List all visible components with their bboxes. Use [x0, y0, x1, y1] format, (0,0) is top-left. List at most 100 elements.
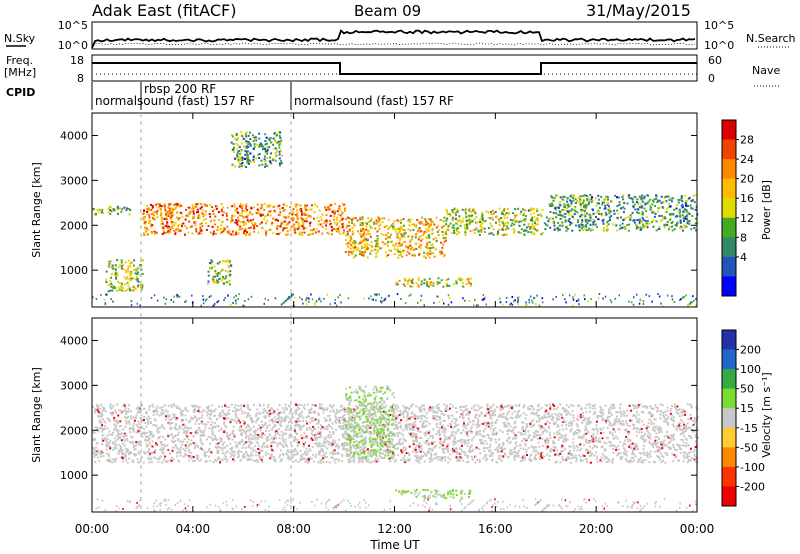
data-cell: [357, 247, 360, 250]
data-cell: [633, 459, 635, 462]
data-cell: [173, 404, 176, 407]
data-cell: [579, 198, 582, 201]
data-cell: [596, 429, 599, 432]
data-cell: [381, 241, 384, 244]
data-cell: [321, 455, 324, 458]
data-cell: [148, 222, 150, 224]
data-cell: [105, 270, 108, 273]
freq-tick-top: 18: [70, 54, 84, 67]
data-cell: [452, 224, 455, 227]
data-cell: [344, 251, 347, 254]
data-cell: [582, 453, 585, 456]
data-cell: [153, 230, 156, 233]
data-cell: [512, 426, 515, 429]
data-cell: [117, 414, 120, 417]
data-cell: [164, 209, 167, 212]
data-cell: [275, 225, 278, 228]
data-cell: [216, 301, 218, 304]
data-cell: [475, 227, 478, 230]
data-cell: [386, 237, 389, 240]
data-cell: [271, 412, 274, 415]
data-cell: [336, 451, 339, 454]
data-cell: [272, 137, 275, 140]
data-cell: [232, 425, 235, 428]
data-cell: [569, 223, 572, 226]
data-cell: [143, 233, 146, 236]
data-cell: [688, 197, 691, 200]
data-cell: [553, 436, 556, 439]
data-cell: [473, 231, 476, 234]
data-cell: [383, 435, 386, 438]
data-cell: [382, 436, 384, 439]
data-cell: [257, 231, 260, 234]
data-cell: [247, 444, 250, 447]
data-cell: [654, 404, 657, 407]
data-cell: [439, 409, 442, 412]
data-cell: [567, 411, 570, 414]
data-cell: [170, 433, 173, 436]
data-cell: [156, 299, 159, 302]
data-cell: [233, 296, 235, 299]
data-cell: [659, 410, 662, 413]
data-cell: [205, 228, 208, 231]
data-cell: [378, 228, 381, 231]
data-cell: [544, 428, 547, 431]
data-cell: [218, 405, 220, 408]
data-cell: [501, 220, 503, 223]
data-cell: [685, 225, 688, 228]
data-cell: [666, 418, 669, 420]
data-cell: [419, 410, 422, 413]
data-cell: [505, 296, 508, 299]
data-cell: [433, 445, 436, 448]
data-cell: [110, 298, 112, 301]
data-cell: [280, 223, 282, 226]
data-cell: [669, 205, 672, 208]
data-cell: [426, 235, 428, 238]
data-cell: [465, 216, 468, 219]
data-cell: [468, 300, 470, 302]
data-cell: [548, 434, 551, 437]
data-cell: [405, 419, 408, 422]
data-cell: [262, 404, 265, 407]
data-cell: [200, 229, 203, 232]
data-cell: [241, 162, 244, 165]
data-cell: [541, 297, 544, 300]
data-cell: [366, 256, 369, 259]
data-cell: [505, 228, 507, 231]
data-cell: [218, 278, 221, 280]
data-cell: [330, 444, 333, 447]
data-cell: [503, 208, 506, 211]
data-cell: [354, 217, 357, 220]
data-cell: [182, 431, 185, 434]
data-cell: [181, 225, 183, 228]
data-cell: [468, 282, 471, 285]
data-cell: [209, 215, 212, 218]
data-cell: [308, 444, 310, 447]
data-cell: [480, 228, 483, 231]
data-cell: [237, 150, 240, 152]
data-cell: [457, 278, 460, 281]
data-cell: [203, 434, 206, 437]
data-cell: [385, 404, 388, 407]
data-cell: [600, 456, 603, 459]
data-cell: [523, 404, 526, 407]
data-cell: [582, 200, 585, 203]
data-cell: [129, 289, 131, 292]
data-cell: [108, 262, 111, 265]
data-cell: [503, 425, 506, 428]
data-cell: [103, 428, 106, 431]
data-cell: [419, 247, 422, 250]
data-cell: [249, 427, 252, 430]
data-cell: [661, 201, 664, 204]
data-cell: [209, 203, 212, 206]
cpid-panel: CPID normalsound (fast) 157 RF rbsp 200 …: [6, 82, 454, 110]
data-cell: [591, 208, 594, 211]
data-cell: [94, 461, 97, 463]
data-cell: [500, 217, 502, 219]
data-cell: [543, 430, 545, 433]
data-cell: [514, 214, 517, 217]
data-cell: [518, 232, 521, 235]
data-cell: [192, 460, 195, 463]
data-cell: [648, 453, 651, 456]
data-cell: [304, 453, 307, 456]
